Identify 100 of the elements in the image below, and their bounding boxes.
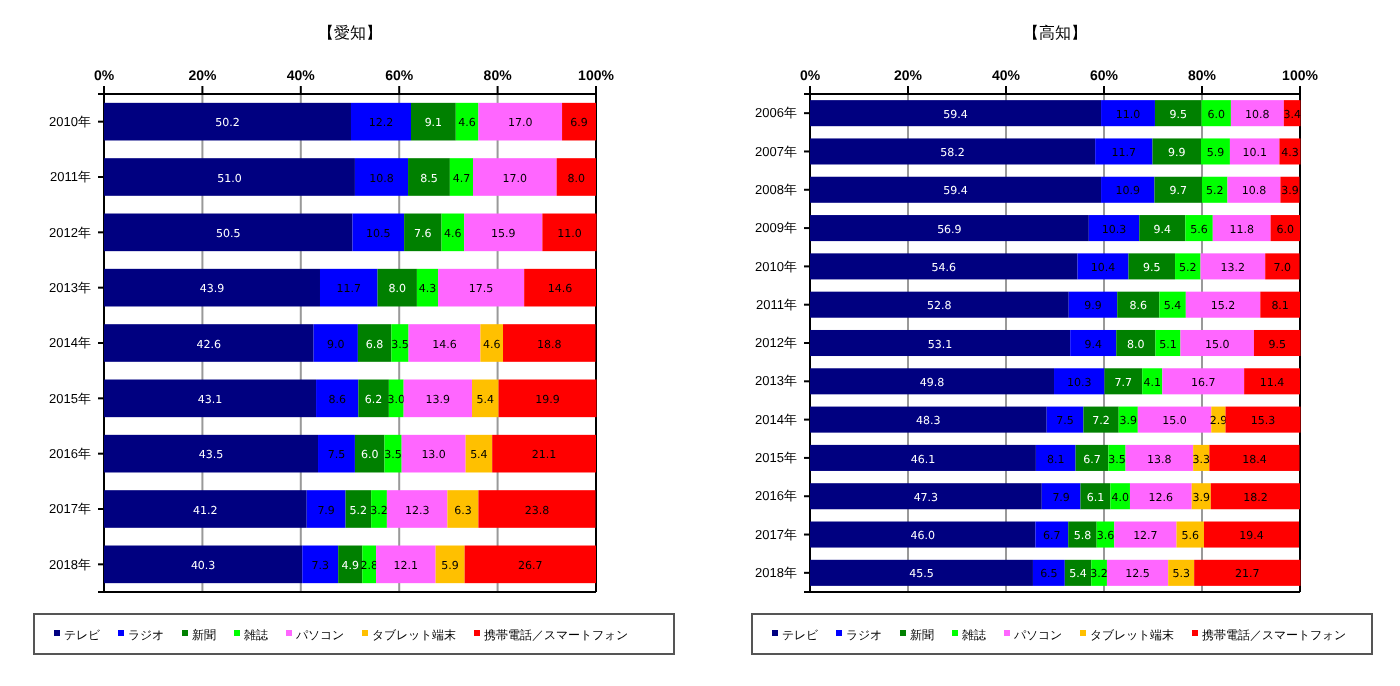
bar <box>542 213 597 252</box>
bar <box>1175 253 1201 280</box>
bar <box>1194 559 1301 586</box>
bar <box>408 324 481 362</box>
bar <box>473 158 557 196</box>
chart-title: 【愛知】 <box>318 24 382 42</box>
bar <box>104 545 303 584</box>
bar <box>408 158 450 196</box>
bar <box>104 324 314 362</box>
bar <box>1209 444 1300 471</box>
bar <box>810 291 1069 318</box>
bar <box>1162 368 1245 395</box>
bar <box>1125 444 1194 471</box>
bar <box>1041 483 1081 510</box>
bar <box>1104 368 1143 395</box>
bar <box>1068 521 1097 548</box>
bar <box>1101 176 1155 203</box>
bar <box>306 490 346 528</box>
bar <box>318 434 355 473</box>
bar <box>810 176 1102 203</box>
bar <box>1077 253 1129 280</box>
bar <box>1230 100 1284 127</box>
bar <box>316 379 359 418</box>
bar <box>810 521 1036 548</box>
bar <box>478 490 596 528</box>
bar <box>492 434 596 473</box>
bar <box>345 490 372 528</box>
bar <box>1200 253 1266 280</box>
bar <box>1106 559 1169 586</box>
bar <box>465 434 493 473</box>
bar <box>403 379 473 418</box>
bar <box>1095 138 1153 165</box>
bar <box>562 102 596 141</box>
bar <box>1080 483 1111 510</box>
bar <box>376 545 436 584</box>
bar <box>556 158 596 196</box>
bar <box>1116 329 1156 357</box>
bar <box>104 158 355 196</box>
bar <box>411 102 456 141</box>
bar <box>1253 329 1301 357</box>
bar <box>377 268 417 307</box>
bar <box>354 158 409 196</box>
bar <box>810 559 1033 586</box>
bar <box>104 434 319 473</box>
bar <box>1155 329 1181 357</box>
bar <box>1159 291 1186 318</box>
bar <box>1152 138 1202 165</box>
bar <box>810 138 1096 165</box>
bar <box>104 268 320 307</box>
bar <box>480 324 504 362</box>
bar <box>464 545 596 584</box>
bar <box>1114 521 1177 548</box>
bar <box>302 545 339 584</box>
bar <box>810 368 1055 395</box>
bar <box>104 213 353 252</box>
bar <box>1212 215 1271 242</box>
bar <box>810 406 1047 433</box>
bar <box>350 102 412 141</box>
bar <box>386 490 448 528</box>
bar <box>810 215 1089 242</box>
bar <box>1070 329 1117 357</box>
bar <box>435 545 465 584</box>
bar <box>1128 253 1176 280</box>
bar <box>313 324 358 362</box>
bar <box>1225 406 1301 433</box>
bar <box>503 324 596 362</box>
bar <box>1185 215 1213 242</box>
bar <box>319 268 378 307</box>
bar <box>464 213 543 252</box>
bar <box>1032 559 1065 586</box>
bar <box>449 158 473 196</box>
bar <box>810 483 1042 510</box>
bar <box>478 102 563 141</box>
bar <box>810 444 1036 471</box>
bar <box>1139 215 1186 242</box>
bar <box>810 253 1078 280</box>
bar <box>358 379 389 418</box>
bar <box>1035 521 1069 548</box>
bar <box>1101 100 1155 127</box>
bar <box>1210 483 1300 510</box>
bar <box>104 379 317 418</box>
bar <box>401 434 466 473</box>
bar <box>1154 100 1202 127</box>
bar <box>104 102 351 141</box>
bar <box>524 268 596 307</box>
bar <box>1137 406 1212 433</box>
bar <box>1229 138 1280 165</box>
bar <box>1260 291 1300 318</box>
bar <box>1054 368 1105 395</box>
bar <box>357 324 392 362</box>
bar <box>1227 176 1281 203</box>
bar <box>1265 253 1300 280</box>
bar <box>1035 444 1076 471</box>
bar <box>810 329 1071 357</box>
chart-title: 【高知】 <box>1023 24 1087 42</box>
bar <box>1088 215 1140 242</box>
bar <box>438 268 525 307</box>
bar <box>1129 483 1192 510</box>
bar <box>1068 291 1118 318</box>
bar <box>391 324 409 362</box>
